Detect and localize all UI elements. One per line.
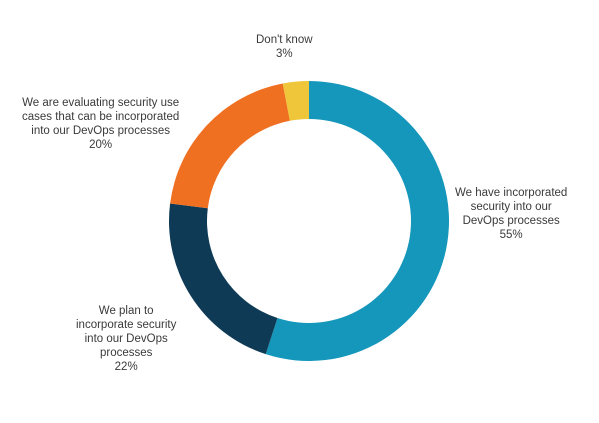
- label-line: Don't know: [256, 34, 313, 46]
- label-line: incorporate security: [76, 319, 177, 331]
- label-line: We have incorporated: [455, 187, 568, 199]
- label-value: 20%: [89, 139, 113, 151]
- label-line: into our DevOps processes: [31, 125, 170, 137]
- label-value: 55%: [499, 229, 523, 241]
- label-line: We are evaluating security use: [22, 97, 180, 109]
- slice-label-incorporated: We have incorporated security into our D…: [455, 186, 567, 242]
- slice-label-plan: We plan to incorporate security into our…: [76, 304, 176, 374]
- label-line: into our DevOps: [84, 333, 168, 345]
- slice-label-dont-know: Don't know 3%: [256, 33, 313, 61]
- label-line: processes: [99, 347, 153, 359]
- slice-incorporated: [265, 81, 449, 361]
- slice-evaluating: [170, 83, 290, 209]
- slice-dont-know: [282, 81, 309, 121]
- label-value: 22%: [114, 361, 138, 373]
- slice-plan: [169, 203, 278, 355]
- label-line: cases that can be incorporated: [22, 111, 180, 123]
- label-line: We plan to: [98, 305, 154, 317]
- slice-label-evaluating: We are evaluating security use cases tha…: [22, 96, 179, 152]
- label-line: security into our: [470, 201, 552, 213]
- label-line: DevOps processes: [462, 215, 560, 227]
- label-value: 3%: [275, 48, 293, 60]
